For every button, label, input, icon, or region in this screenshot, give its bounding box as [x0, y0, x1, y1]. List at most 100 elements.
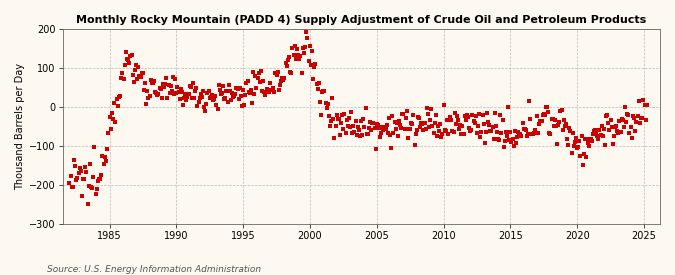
Point: [148, 81, 159, 85]
Point: [419, 121, 430, 125]
Point: [345, 125, 356, 129]
Point: [534, 122, 545, 127]
Point: [346, 110, 356, 114]
Point: [522, 134, 533, 138]
Point: [159, 85, 169, 90]
Point: [572, 146, 583, 150]
Point: [620, 104, 630, 109]
Point: [439, 128, 450, 133]
Point: [163, 83, 174, 88]
Y-axis label: Thousand Barrels per Day: Thousand Barrels per Day: [15, 63, 25, 190]
Point: [628, 116, 639, 120]
Point: [383, 116, 394, 120]
Point: [317, 90, 327, 94]
Point: [97, 154, 108, 158]
Point: [157, 96, 167, 100]
Point: [625, 125, 636, 129]
Point: [639, 103, 650, 107]
Point: [512, 135, 522, 139]
Point: [333, 117, 344, 122]
Point: [475, 135, 486, 139]
Point: [558, 117, 569, 122]
Point: [474, 112, 485, 116]
Point: [638, 98, 649, 102]
Point: [402, 136, 413, 140]
Point: [161, 76, 171, 80]
Point: [446, 117, 457, 122]
Point: [611, 124, 622, 128]
Point: [160, 81, 171, 86]
Point: [395, 123, 406, 127]
Point: [99, 162, 109, 166]
Point: [265, 81, 275, 85]
Point: [208, 98, 219, 103]
Point: [122, 57, 132, 61]
Point: [606, 125, 617, 129]
Point: [396, 125, 406, 130]
Point: [325, 119, 336, 123]
Point: [603, 121, 614, 125]
Point: [497, 118, 508, 122]
Point: [517, 121, 528, 125]
Point: [404, 127, 414, 131]
Point: [633, 98, 644, 103]
Point: [503, 104, 514, 109]
Point: [522, 132, 533, 136]
Point: [546, 117, 557, 121]
Point: [406, 120, 416, 125]
Point: [545, 132, 556, 136]
Point: [386, 146, 397, 150]
Point: [527, 132, 538, 137]
Point: [295, 53, 306, 58]
Point: [608, 133, 619, 138]
Point: [402, 109, 412, 113]
Point: [437, 132, 448, 136]
Point: [275, 83, 286, 87]
Point: [392, 120, 402, 125]
Point: [76, 194, 87, 198]
Point: [227, 91, 238, 95]
Point: [342, 118, 352, 122]
Point: [329, 136, 340, 141]
Point: [566, 150, 577, 155]
Point: [567, 131, 578, 135]
Point: [105, 127, 116, 131]
Point: [212, 107, 223, 111]
Point: [203, 89, 214, 93]
Point: [172, 85, 183, 90]
Point: [148, 79, 159, 83]
Point: [453, 118, 464, 122]
Point: [367, 120, 378, 125]
Point: [141, 102, 152, 106]
Point: [381, 123, 392, 127]
Point: [371, 122, 382, 126]
Point: [452, 113, 462, 118]
Point: [455, 123, 466, 127]
Point: [369, 126, 380, 130]
Point: [486, 129, 497, 133]
Point: [433, 124, 443, 128]
Point: [390, 127, 401, 132]
Point: [179, 95, 190, 100]
Point: [525, 117, 536, 121]
Point: [570, 136, 581, 140]
Point: [104, 115, 115, 120]
Title: Monthly Rocky Mountain (PADD 4) Supply Adjustment of Crude Oil and Petroleum Pro: Monthly Rocky Mountain (PADD 4) Supply A…: [76, 15, 647, 25]
Point: [252, 76, 263, 81]
Point: [153, 92, 164, 97]
Point: [318, 89, 329, 93]
Point: [535, 119, 546, 123]
Point: [124, 61, 135, 65]
Point: [489, 110, 500, 115]
Point: [356, 119, 367, 123]
Point: [491, 123, 502, 128]
Point: [72, 176, 83, 180]
Point: [591, 131, 601, 136]
Point: [537, 112, 548, 117]
Point: [539, 112, 550, 117]
Point: [421, 127, 431, 132]
Point: [277, 76, 288, 81]
Point: [128, 73, 138, 78]
Point: [144, 94, 155, 99]
Point: [146, 80, 157, 85]
